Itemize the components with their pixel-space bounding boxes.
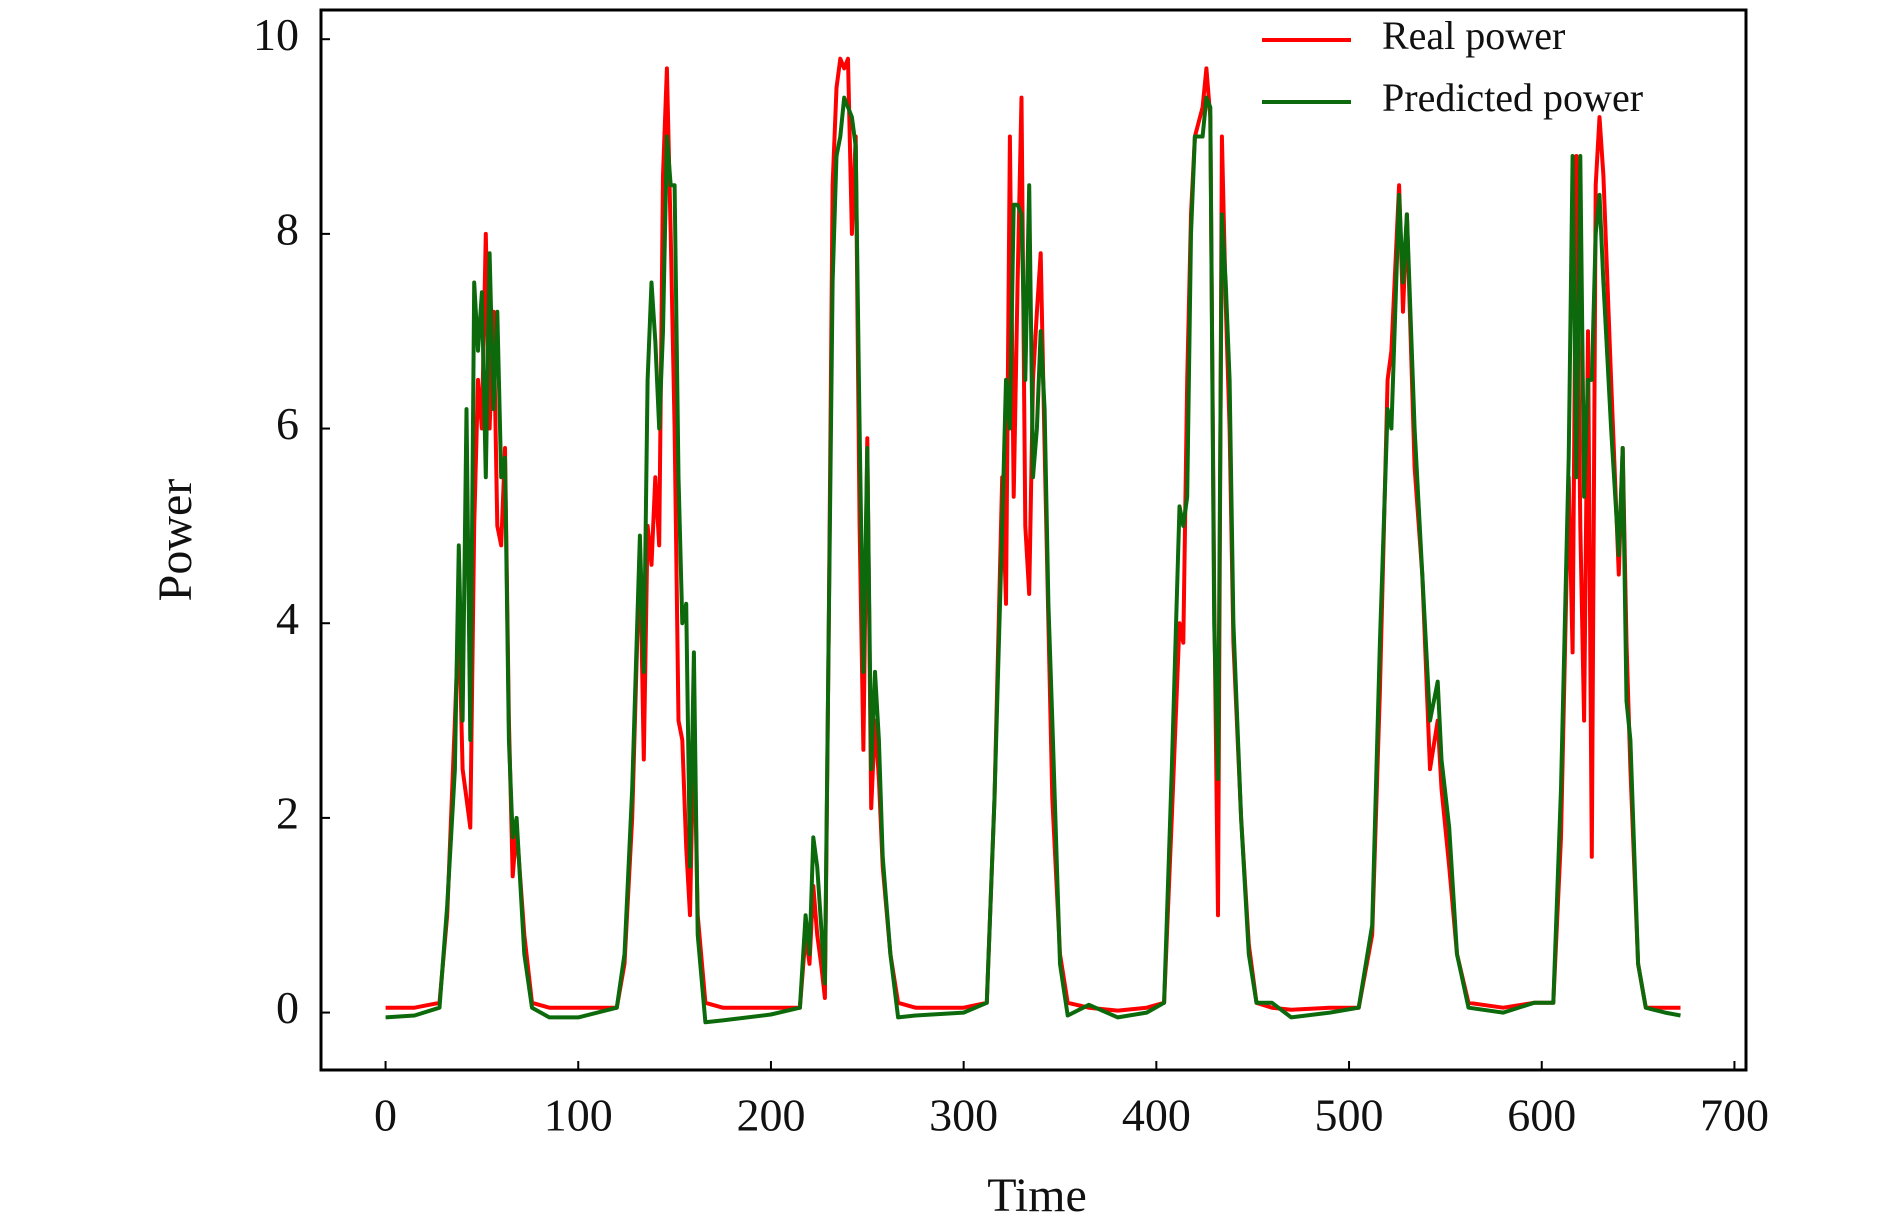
x-tick-label: 500 bbox=[1315, 1090, 1384, 1141]
x-tick-label: 700 bbox=[1700, 1090, 1769, 1141]
data-line bbox=[385, 95, 1681, 1025]
y-axis-label: Power bbox=[149, 479, 202, 602]
y-tick-label: 0 bbox=[276, 982, 299, 1033]
legend-label: Real power bbox=[1382, 13, 1565, 58]
legend-label: Predicted power bbox=[1382, 75, 1643, 120]
plot-frame bbox=[319, 8, 1748, 1072]
y-tick-label: 10 bbox=[253, 9, 299, 60]
y-tick-label: 6 bbox=[276, 398, 299, 449]
y-tick-label: 2 bbox=[276, 787, 299, 838]
x-tick-label: 300 bbox=[929, 1090, 998, 1141]
x-tick-label: 400 bbox=[1122, 1090, 1191, 1141]
x-axis-label: Time bbox=[987, 1169, 1087, 1222]
data-line bbox=[385, 56, 1681, 1013]
x-tick-label: 200 bbox=[736, 1090, 805, 1141]
y-tick-label: 8 bbox=[276, 203, 299, 254]
y-tick-label: 4 bbox=[276, 593, 299, 644]
x-tick-label: 0 bbox=[374, 1090, 397, 1141]
x-tick-label: 100 bbox=[544, 1090, 613, 1141]
x-tick-label: 600 bbox=[1507, 1090, 1576, 1141]
